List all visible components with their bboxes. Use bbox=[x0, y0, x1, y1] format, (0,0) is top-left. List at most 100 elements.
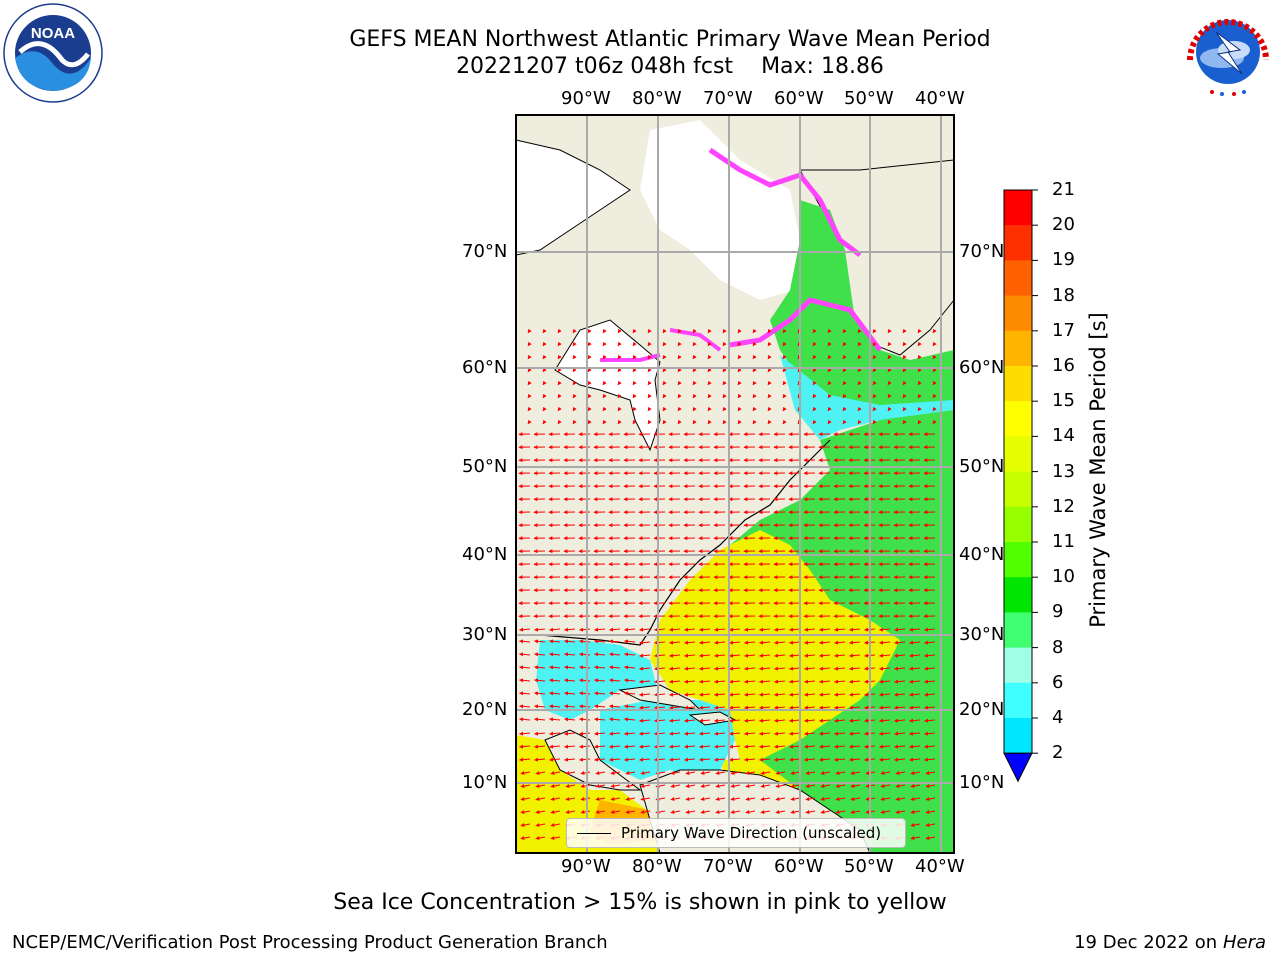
wave-arrow bbox=[692, 354, 697, 360]
wave-arrow bbox=[887, 328, 892, 334]
wave-arrow bbox=[550, 810, 561, 814]
wave-arrow bbox=[715, 797, 726, 801]
wave-arrow bbox=[578, 717, 591, 722]
wave-arrow bbox=[803, 627, 816, 632]
noaa-logo-text: NOAA bbox=[31, 25, 75, 42]
wave-arrow bbox=[662, 328, 667, 334]
wave-arrow bbox=[662, 367, 667, 373]
wave-arrow bbox=[625, 797, 636, 801]
wave-arrow bbox=[533, 652, 546, 657]
wave-arrow bbox=[647, 328, 652, 334]
colorbar-tick-label: 14 bbox=[1052, 425, 1075, 447]
wave-arrow bbox=[760, 784, 771, 788]
colorbar-tick-label: 10 bbox=[1052, 566, 1075, 588]
wave-arrow bbox=[617, 393, 622, 399]
wave-arrow bbox=[563, 678, 576, 683]
wave-arrow bbox=[692, 367, 697, 373]
wave-arrow bbox=[533, 627, 546, 632]
wave-arrow bbox=[520, 771, 531, 775]
wave-arrow bbox=[527, 406, 532, 412]
wave-arrow bbox=[773, 679, 786, 684]
wave-arrow bbox=[617, 341, 622, 347]
wave-arrow bbox=[758, 718, 771, 723]
wave-arrow bbox=[713, 692, 726, 697]
wave-arrow bbox=[563, 627, 576, 632]
wave-arrow bbox=[707, 380, 712, 386]
wave-arrow bbox=[910, 784, 921, 788]
wave-arrow bbox=[902, 354, 907, 360]
wave-arrow bbox=[623, 652, 636, 657]
wave-arrow bbox=[617, 380, 622, 386]
wave-arrow bbox=[743, 757, 756, 762]
wave-arrow bbox=[692, 380, 697, 386]
wave-arrow bbox=[842, 406, 847, 412]
wave-arrow bbox=[713, 679, 726, 684]
wave-arrow bbox=[518, 704, 531, 709]
wave-arrow bbox=[685, 797, 696, 801]
wave-arrow bbox=[820, 810, 831, 814]
wave-arrow bbox=[683, 627, 696, 632]
wave-arrow bbox=[775, 810, 786, 814]
wave-arrow bbox=[818, 666, 831, 671]
wave-arrow bbox=[638, 679, 651, 684]
wave-arrow bbox=[848, 731, 861, 736]
wave-arrow bbox=[730, 784, 741, 788]
wave-arrow bbox=[893, 692, 906, 697]
wave-arrow bbox=[887, 380, 892, 386]
wave-arrow bbox=[587, 367, 592, 373]
wave-arrow bbox=[803, 679, 816, 684]
wave-arrow bbox=[910, 836, 921, 840]
wave-arrow bbox=[632, 406, 637, 412]
wave-arrow bbox=[602, 419, 607, 425]
wave-arrow bbox=[668, 653, 681, 658]
wave-arrow bbox=[767, 419, 772, 425]
wave-arrow bbox=[623, 639, 636, 644]
wave-arrow bbox=[623, 627, 636, 632]
wave-arrow bbox=[848, 666, 861, 671]
wave-arrow bbox=[623, 731, 636, 736]
colorbar-tick-label: 19 bbox=[1052, 249, 1075, 271]
wave-arrow bbox=[895, 797, 906, 801]
wave-arrow bbox=[835, 784, 846, 788]
wave-arrow bbox=[518, 627, 531, 632]
wave-arrow bbox=[518, 678, 531, 683]
wave-arrow bbox=[653, 744, 666, 749]
colorbar-segment bbox=[1004, 330, 1032, 367]
wave-arrow bbox=[602, 367, 607, 373]
wave-arrow bbox=[745, 784, 756, 788]
wave-arrow bbox=[767, 393, 772, 399]
wave-arrow bbox=[692, 328, 697, 334]
wave-arrow bbox=[578, 652, 591, 657]
wave-arrow bbox=[593, 717, 606, 722]
colorbar-segment bbox=[1004, 542, 1032, 578]
wave-arrow bbox=[713, 718, 726, 723]
wave-arrow bbox=[773, 666, 786, 671]
wave-arrow bbox=[542, 419, 547, 425]
wave-arrow bbox=[805, 784, 816, 788]
wave-arrow bbox=[653, 705, 666, 710]
wave-arrow bbox=[760, 810, 771, 814]
wave-arrow bbox=[893, 718, 906, 723]
wave-arrow bbox=[587, 406, 592, 412]
wave-arrow bbox=[790, 771, 801, 775]
wave-arrow bbox=[668, 757, 681, 762]
wave-arrow bbox=[827, 354, 832, 360]
wave-arrow bbox=[632, 354, 637, 360]
wave-arrow bbox=[932, 419, 937, 425]
wave-arrow bbox=[707, 419, 712, 425]
wave-arrow bbox=[587, 419, 592, 425]
wave-arrow bbox=[818, 757, 831, 762]
wave-arrow bbox=[878, 692, 891, 697]
wave-arrow bbox=[548, 731, 561, 736]
wave-arrow bbox=[887, 367, 892, 373]
wave-arrow bbox=[668, 718, 681, 723]
wave-arrow bbox=[653, 640, 666, 645]
wave-arrow bbox=[878, 653, 891, 658]
wave-arrow bbox=[878, 705, 891, 710]
wave-arrow bbox=[893, 653, 906, 658]
wave-arrow bbox=[542, 354, 547, 360]
wave-arrow bbox=[872, 419, 877, 425]
wave-arrow bbox=[638, 653, 651, 658]
wave-arrow bbox=[668, 627, 681, 632]
wave-arrow bbox=[842, 419, 847, 425]
